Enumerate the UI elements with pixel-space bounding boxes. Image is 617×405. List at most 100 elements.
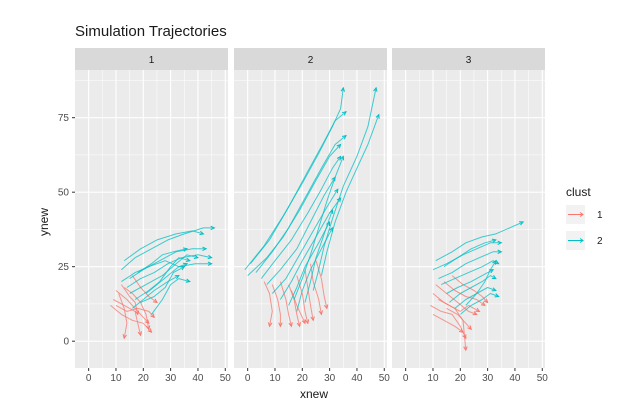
trajectory-line-clust-1	[288, 284, 301, 327]
x-axis-title: xnew	[300, 387, 328, 401]
trajectory-arrowhead	[336, 155, 342, 161]
trajectory-arrowhead	[301, 319, 306, 325]
trajectory-arrowhead	[182, 262, 189, 267]
facet-strip-2	[234, 48, 387, 70]
facet-strip-1	[75, 48, 228, 70]
trajectory-arrowhead	[480, 301, 486, 307]
trajectory-line-clust-1	[435, 284, 477, 315]
trajectory-line-clust-2	[134, 257, 190, 300]
x-tick-label: 0	[403, 373, 409, 384]
trajectory-arrowhead	[375, 113, 380, 119]
trajectory-arrowhead	[145, 325, 151, 331]
legend-title: clust	[566, 185, 591, 199]
x-tick-label: 20	[455, 373, 467, 384]
trajectory-line-clust-2	[432, 242, 502, 271]
trajectory-arrowhead	[210, 225, 216, 231]
facet-strip-label-3: 3	[466, 55, 472, 66]
trajectory-arrowhead	[472, 311, 478, 316]
trajectory-arrowhead	[494, 293, 500, 298]
trajectory-line-clust-2	[250, 111, 347, 265]
trajectory-line-clust-2	[121, 260, 212, 283]
x-tick-label: 20	[297, 373, 309, 384]
trajectory-arrowhead	[341, 134, 347, 140]
x-tick-label: 0	[86, 373, 92, 384]
trajectory-line-clust-2	[312, 87, 377, 291]
legend-label-1: 1	[597, 210, 603, 221]
y-tick-label: 0	[63, 337, 69, 348]
chart-title: Simulation Trajectories	[75, 23, 227, 40]
x-tick-label: 40	[509, 373, 521, 384]
facet-strip-3	[392, 48, 545, 70]
trajectory-arrowhead	[340, 86, 345, 92]
trajectory-arrowhead	[336, 143, 342, 149]
trajectory-line-clust-1	[432, 313, 464, 333]
trajectory-arrowhead	[318, 310, 323, 316]
trajectories-facet-1	[110, 225, 216, 340]
trajectory-arrowhead	[137, 331, 142, 337]
trajectory-line-clust-2	[449, 275, 497, 303]
trajectory-line-clust-2	[435, 221, 524, 262]
trajectory-arrowhead	[288, 322, 293, 328]
trajectory-arrowhead	[296, 322, 301, 328]
trajectory-arrowhead	[324, 304, 329, 310]
facet-panel-3: 3	[392, 48, 545, 368]
trajectory-arrowhead	[463, 346, 468, 352]
trajectory-line-clust-1	[310, 263, 322, 315]
x-tick-label: 30	[482, 373, 494, 384]
trajectory-line-clust-1	[118, 293, 128, 339]
trajectory-arrowhead	[334, 188, 339, 194]
trajectory-line-clust-2	[151, 278, 190, 315]
trajectory-line-clust-2	[260, 156, 342, 279]
legend: clust 1 2	[566, 185, 603, 250]
trajectory-arrowhead	[122, 334, 127, 340]
trajectory-line-clust-2	[438, 251, 502, 280]
trajectory-arrowhead	[134, 310, 140, 316]
trajectory-arrowhead	[497, 249, 503, 254]
trajectory-arrowhead	[150, 313, 155, 319]
x-tick-label: 0	[245, 373, 251, 384]
trajectory-line-clust-1	[263, 281, 273, 327]
trajectory-line-clust-2	[465, 260, 497, 306]
trajectory-line-clust-2	[266, 177, 336, 285]
trajectory-line-clust-2	[255, 135, 347, 273]
trajectory-arrowhead	[519, 221, 525, 226]
x-tick-label: 10	[110, 373, 122, 384]
trajectory-arrowhead	[497, 240, 503, 246]
trajectory-line-clust-1	[279, 281, 292, 327]
legend-label-2: 2	[597, 236, 603, 247]
trajectory-arrowhead	[193, 254, 199, 259]
trajectory-line-clust-1	[290, 290, 306, 324]
trajectory-arrowhead	[278, 322, 283, 328]
trajectory-arrowhead	[491, 238, 497, 243]
trajectory-line-clust-2	[304, 209, 333, 303]
trajectory-line-clust-2	[271, 188, 339, 294]
trajectories-facet-3	[430, 221, 525, 352]
y-axis-title: ynew	[37, 208, 51, 236]
trajectory-arrowhead	[207, 254, 213, 260]
trajectory-arrowhead	[180, 266, 186, 271]
x-tick-label: 40	[192, 373, 204, 384]
trajectory-line-clust-2	[440, 260, 499, 286]
trajectory-line-clust-2	[288, 221, 331, 306]
y-tick-label: 25	[58, 262, 70, 273]
trajectory-arrowhead	[207, 261, 213, 266]
trajectory-line-clust-2	[443, 239, 496, 268]
trajectory-line-clust-1	[304, 269, 314, 321]
trajectory-arrowhead	[339, 155, 345, 161]
trajectory-arrowhead	[492, 259, 497, 265]
trajectory-line-clust-1	[115, 290, 150, 324]
trajectory-arrowhead	[147, 328, 153, 334]
facet-panel-2: 2	[234, 48, 387, 368]
trajectory-arrowhead	[310, 316, 315, 322]
trajectory-line-clust-2	[293, 156, 344, 300]
trajectory-line-clust-2	[244, 87, 344, 271]
y-axis: 0 25 50 75	[58, 113, 75, 348]
trajectory-arrowhead	[329, 209, 334, 215]
trajectory-line-clust-2	[126, 254, 212, 288]
y-tick-label: 50	[58, 188, 70, 199]
trajectory-arrowhead	[373, 86, 378, 92]
x-tick-label: 50	[220, 373, 232, 384]
trajectory-line-clust-2	[123, 230, 204, 262]
facet-strip-label-2: 2	[308, 55, 314, 66]
